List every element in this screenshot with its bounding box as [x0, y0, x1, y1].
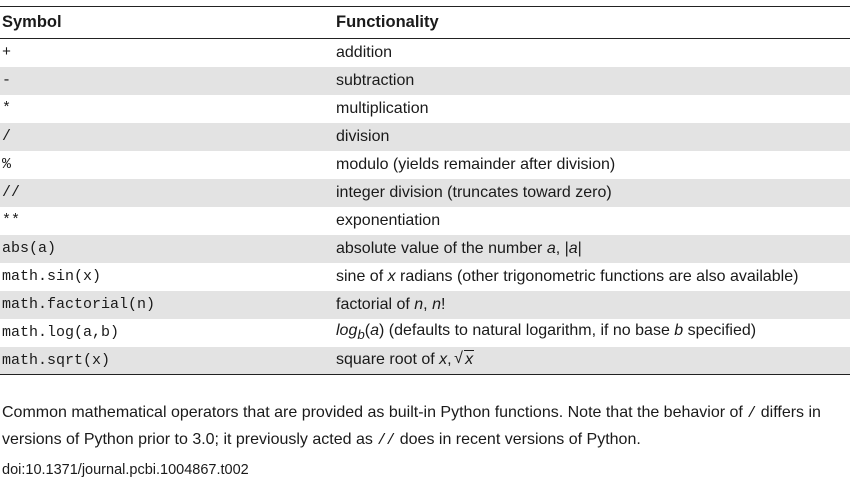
function-text: radians (other trigonometric functions a…: [395, 267, 799, 285]
function-text: (defaults to natural logarithm, if no ba…: [384, 322, 675, 340]
caption-text: Common mathematical operators that are p…: [2, 404, 748, 421]
variable: a: [568, 239, 578, 257]
function-text: square root of: [336, 351, 440, 369]
table-row: * multiplication: [0, 95, 850, 123]
function-text: factorial of: [336, 295, 415, 313]
table-row: - subtraction: [0, 66, 850, 95]
log-symbol: log: [336, 322, 358, 340]
table-row: + addition: [0, 39, 850, 67]
caption-text: does in recent versions of Python.: [395, 431, 641, 448]
function-text: sine of: [336, 267, 388, 285]
symbol-cell: //: [2, 184, 21, 201]
symbol-cell: math.log(a,b): [2, 324, 120, 341]
function-text: !: [440, 295, 446, 313]
table-row: math.factorial(n) factorial of n, n!: [0, 290, 850, 319]
variable: x: [439, 351, 448, 369]
functionality-cell: sine of x radians (other trigonometric f…: [332, 263, 850, 291]
variable: a: [370, 322, 380, 340]
function-text: exponentiation: [336, 211, 441, 229]
table-row: % modulo (yields remainder after division…: [0, 151, 850, 179]
symbol-cell: **: [2, 212, 21, 229]
table-header-row: Symbol Functionality: [0, 6, 850, 39]
functionality-cell: addition: [332, 39, 850, 67]
operators-table: Symbol Functionality + addition - subtractio…: [0, 6, 850, 375]
table-caption: Common mathematical operators that are p…: [2, 400, 848, 454]
variable: n: [414, 295, 424, 313]
function-text: division: [336, 127, 390, 145]
function-text: modulo (yields remainder after division): [336, 155, 616, 173]
symbol-cell: math.factorial(n): [2, 296, 156, 313]
table-row: ** exponentiation: [0, 207, 850, 235]
symbol-cell: math.sin(x): [2, 268, 102, 285]
functionality-cell: modulo (yields remainder after division): [332, 151, 850, 179]
functionality-cell: integer division (truncates toward zero): [332, 179, 850, 207]
function-text: ): [379, 322, 385, 340]
function-text: multiplication: [336, 99, 429, 117]
table-row: math.sqrt(x) square root of x, x: [0, 346, 850, 375]
symbol-cell: +: [2, 44, 12, 62]
function-text: absolute value of the number: [336, 239, 547, 257]
symbol-cell: abs(a): [2, 240, 57, 257]
caption-text: differs in versions of Python prior to 3…: [2, 404, 821, 448]
functionality-column-header: Functionality: [332, 6, 850, 39]
table-row: math.log(a,b) logb(a) (defaults to natura…: [0, 319, 850, 347]
function-text: addition: [336, 43, 393, 61]
sqrt-symbol: x: [454, 350, 475, 369]
functionality-cell: square root of x, x: [332, 347, 850, 375]
function-text: ,: [447, 351, 457, 369]
functionality-cell: absolute value of the number a, |a|: [332, 235, 850, 263]
variable: a: [546, 239, 556, 257]
variable: b: [674, 322, 684, 340]
table-row: math.sin(x) sine of x radians (other trig…: [0, 263, 850, 291]
variable: x: [465, 351, 474, 369]
functionality-cell: division: [332, 123, 850, 151]
symbol-cell: /: [2, 128, 12, 145]
caption-code: /: [747, 405, 757, 422]
symbol-cell: math.sqrt(x): [2, 351, 111, 369]
symbol-cell: *: [2, 100, 12, 117]
functionality-cell: factorial of n, n!: [332, 291, 850, 319]
variable: x: [387, 267, 396, 285]
functionality-cell: subtraction: [332, 67, 850, 95]
function-text: |: [577, 239, 582, 257]
function-text: subtraction: [336, 71, 415, 89]
table-row: // integer division (truncates toward zer…: [0, 178, 850, 207]
symbol-column-header: Symbol: [0, 6, 332, 39]
functionality-cell: logb(a) (defaults to natural logarithm, …: [332, 319, 850, 347]
functionality-cell: multiplication: [332, 95, 850, 123]
symbol-cell: -: [2, 72, 12, 89]
function-text: integer division (truncates toward zero): [336, 183, 612, 201]
table-row: / division: [0, 122, 850, 151]
function-text: specified): [683, 322, 757, 340]
functionality-cell: exponentiation: [332, 207, 850, 235]
symbol-cell: %: [2, 156, 12, 173]
doi-reference: doi:10.1371/journal.pcbi.1004867.t002: [2, 462, 249, 478]
function-text: , |: [555, 239, 569, 257]
caption-code: //: [377, 432, 396, 449]
table-row: abs(a) absolute value of the number a, |a…: [0, 234, 850, 263]
function-text: ,: [423, 295, 433, 313]
variable: n: [432, 295, 441, 313]
log-base: b: [357, 327, 365, 343]
function-text: (: [364, 322, 371, 340]
